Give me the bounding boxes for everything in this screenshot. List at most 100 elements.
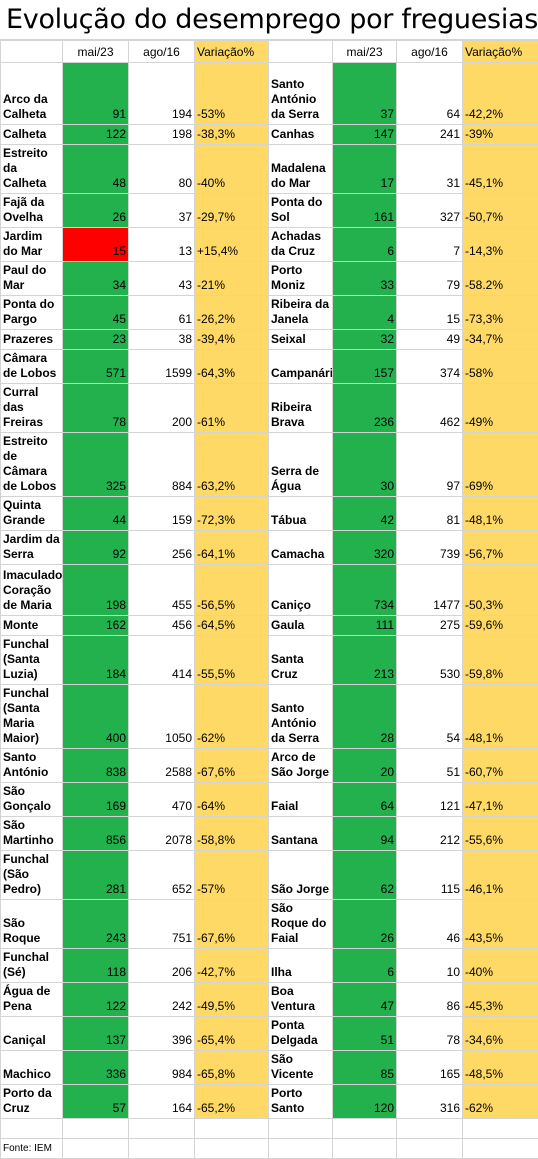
variation-left: -67,6% <box>195 900 269 949</box>
empty-cell <box>63 1119 129 1139</box>
empty-cell <box>63 1139 129 1159</box>
empty-cell <box>129 1119 195 1139</box>
source-row: Fonte: IEM <box>1 1139 538 1159</box>
parish-name-right: Serra de Água <box>269 433 333 497</box>
may-value-right: 6 <box>333 228 397 262</box>
aug-value-right: 54 <box>397 685 463 749</box>
aug-value-right: 31 <box>397 145 463 194</box>
parish-name-right: Santa Cruz <box>269 636 333 685</box>
aug-value-right: 10 <box>397 949 463 983</box>
table-row: Câmara de Lobos5711599-64,3%Campanário15… <box>1 350 538 384</box>
aug-value-left: 884 <box>129 433 195 497</box>
variation-left: -65,2% <box>195 1085 269 1119</box>
may-value-left: 137 <box>63 1017 129 1051</box>
aug-value-right: 64 <box>397 63 463 125</box>
may-value-left: 162 <box>63 616 129 636</box>
may-value-right: 30 <box>333 433 397 497</box>
variation-right: -43,5% <box>463 900 538 949</box>
may-value-right: 236 <box>333 384 397 433</box>
header-blank-left <box>1 41 63 63</box>
empty-cell <box>195 1119 269 1139</box>
variation-left: -61% <box>195 384 269 433</box>
parish-name-left: Câmara de Lobos <box>1 350 63 384</box>
may-value-right: 51 <box>333 1017 397 1051</box>
parish-name-left: Quinta Grande <box>1 497 63 531</box>
parish-name-left: Caniçal <box>1 1017 63 1051</box>
empty-cell <box>269 1119 333 1139</box>
may-value-right: 120 <box>333 1085 397 1119</box>
may-value-left: 34 <box>63 262 129 296</box>
variation-left: -63,2% <box>195 433 269 497</box>
may-value-right: 33 <box>333 262 397 296</box>
may-value-right: 147 <box>333 125 397 145</box>
may-value-left: 45 <box>63 296 129 330</box>
aug-value-left: 61 <box>129 296 195 330</box>
aug-value-left: 159 <box>129 497 195 531</box>
may-value-left: 856 <box>63 817 129 851</box>
may-value-right: 28 <box>333 685 397 749</box>
header-aug-left: ago/16 <box>129 41 195 63</box>
empty-row <box>1 1119 538 1139</box>
header-aug-right: ago/16 <box>397 41 463 63</box>
may-value-left: 118 <box>63 949 129 983</box>
parish-name-right: Ponta do Sol <box>269 194 333 228</box>
variation-left: -39,4% <box>195 330 269 350</box>
aug-value-right: 97 <box>397 433 463 497</box>
variation-right: -48,1% <box>463 685 538 749</box>
variation-left: -38,3% <box>195 125 269 145</box>
variation-right: -34,6% <box>463 1017 538 1051</box>
aug-value-left: 13 <box>129 228 195 262</box>
parish-name-left: Jardim da Serra <box>1 531 63 565</box>
may-value-left: 281 <box>63 851 129 900</box>
header-var-right: Variação% <box>463 41 538 63</box>
aug-value-right: 78 <box>397 1017 463 1051</box>
variation-right: -39% <box>463 125 538 145</box>
empty-cell <box>397 1119 463 1139</box>
may-value-left: 92 <box>63 531 129 565</box>
may-value-right: 62 <box>333 851 397 900</box>
may-value-left: 91 <box>63 63 129 125</box>
may-value-right: 4 <box>333 296 397 330</box>
may-value-left: 78 <box>63 384 129 433</box>
aug-value-right: 165 <box>397 1051 463 1085</box>
parish-name-left: Funchal (Santa Maria Maior) <box>1 685 63 749</box>
parish-name-left: Monte <box>1 616 63 636</box>
variation-right: -45,3% <box>463 983 538 1017</box>
aug-value-left: 2078 <box>129 817 195 851</box>
parish-name-left: Curral das Freiras <box>1 384 63 433</box>
empty-cell <box>333 1119 397 1139</box>
aug-value-left: 256 <box>129 531 195 565</box>
parish-name-left: Funchal (Sé) <box>1 949 63 983</box>
may-value-left: 400 <box>63 685 129 749</box>
aug-value-left: 456 <box>129 616 195 636</box>
parish-name-right: Campanário <box>269 350 333 384</box>
variation-left: -26,2% <box>195 296 269 330</box>
header-var-left: Variação% <box>195 41 269 63</box>
aug-value-left: 80 <box>129 145 195 194</box>
may-value-left: 26 <box>63 194 129 228</box>
may-value-left: 169 <box>63 783 129 817</box>
aug-value-right: 275 <box>397 616 463 636</box>
variation-right: -46,1% <box>463 851 538 900</box>
aug-value-right: 51 <box>397 749 463 783</box>
may-value-right: 161 <box>333 194 397 228</box>
parish-name-left: Funchal (São Pedro) <box>1 851 63 900</box>
aug-value-right: 212 <box>397 817 463 851</box>
aug-value-left: 396 <box>129 1017 195 1051</box>
aug-value-left: 242 <box>129 983 195 1017</box>
variation-right: -45,1% <box>463 145 538 194</box>
may-value-right: 26 <box>333 900 397 949</box>
variation-left: -72,3% <box>195 497 269 531</box>
variation-right: -49% <box>463 384 538 433</box>
